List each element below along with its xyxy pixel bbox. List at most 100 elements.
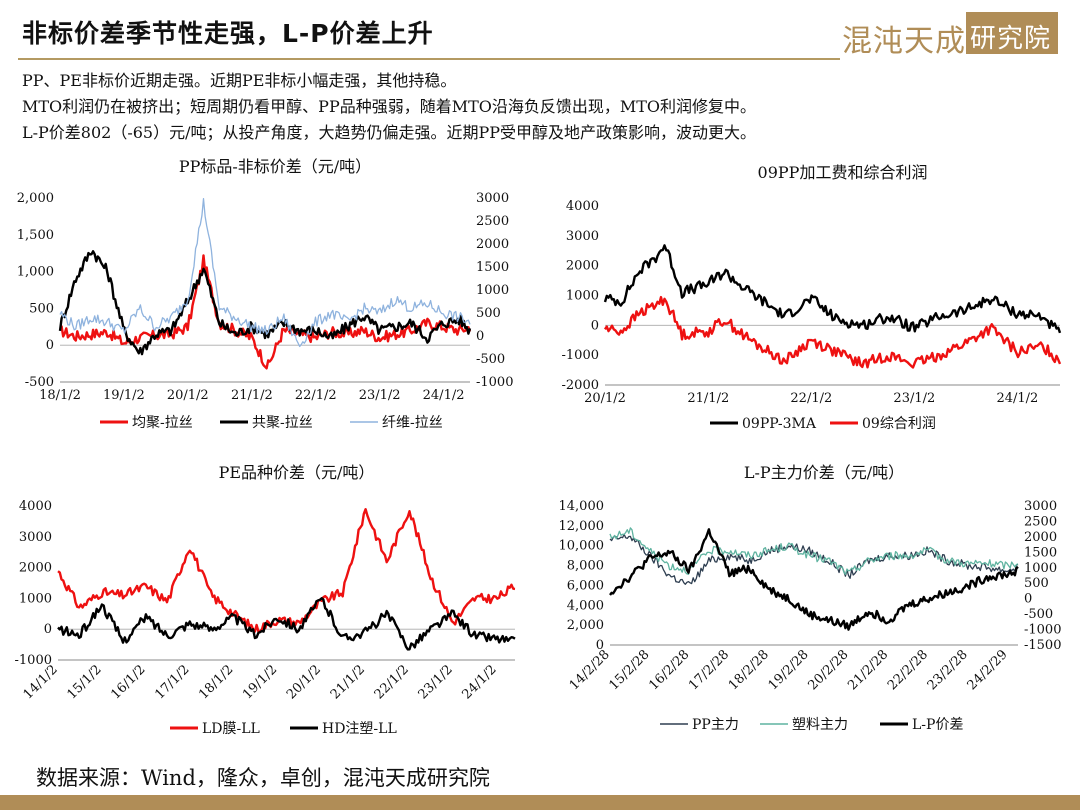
page-title: 非标价差季节性走强，L-P价差上升 [22,19,434,48]
x-tick-label: 23/1/2 [893,391,935,406]
chart-pp-nonstandard-spread: PP标品-非标价差（元/吨） 2,000 1,500 1,000 500 0 -500 300… [0,152,540,442]
logo-text: 混沌天成 [842,24,966,59]
y-tick-label: 0 [46,338,54,353]
x-tick-label: 20/1/2 [167,388,209,403]
y-tick-label: 3000 [19,530,52,545]
chart-svg: L-P主力价差（元/吨） 14,000 12,000 10,000 8,000 6,000… [559,463,1062,733]
y2-tick-label: 2000 [1024,530,1057,545]
x-tick-label: 15/2/28 [607,647,653,693]
y2-tick-label: -500 [1024,607,1053,622]
y2-tick-label: 1000 [1024,561,1057,576]
y2-tick-label: 3000 [476,191,509,206]
y-tick-label: 1,500 [17,228,54,243]
y-tick-label: 4,000 [567,598,604,613]
header-divider [18,58,840,60]
page-header: 非标价差季节性走强，L-P价差上升 混沌天成 研究院 [0,0,1080,66]
x-tick-label: 15/1/2 [64,662,104,702]
y-tick-label: -1000 [562,348,599,363]
legend-label: 09PP-3MA [742,416,817,432]
y2-tick-label: -500 [476,352,505,367]
chart-svg: PP标品-非标价差（元/吨） 2,000 1,500 1,000 500 0 -500 300… [17,157,514,431]
y2-tick-label: 500 [1024,576,1049,591]
x-tick-label: 14/1/2 [21,662,61,702]
y-tick-label: 2000 [566,259,599,274]
series-line [59,254,472,370]
summary-line: MTO利润仍在被挤出；短周期仍看甲醇、PP品种强弱，随着MTO沿海负反馈出现，M… [22,97,757,116]
y-tick-label: 2000 [19,561,52,576]
y2-tick-label: 500 [476,306,501,321]
x-tick-label: 16/2/28 [646,647,692,693]
y-tick-label: 4000 [566,199,599,214]
legend-label: PP主力 [692,717,739,733]
x-tick-label: 18/1/2 [196,662,236,702]
y2-tick-label: 2000 [476,237,509,252]
y-tick-label: 1000 [19,591,52,606]
series-line [609,527,1019,575]
y-tick-label: -2000 [562,378,599,393]
chart-svg: 09PP加工费和综合利润40003000200010000-1000-20002… [562,163,1062,432]
y2-tick-label: -1000 [1024,623,1061,638]
summary-text: PP、PE非标价近期走强。近期PE非标小幅走强，其他持稳。 MTO利润仍在被挤出… [22,68,1072,146]
logo-seal: 研究院 [966,12,1058,54]
x-tick-label: 14/2/28 [567,647,613,693]
x-tick-label: 22/1/2 [295,388,337,403]
chart-09pp-processing-profit: 09PP加工费和综合利润 4000 3000 2000 1000 0 -1000 -2000 2… [540,160,1080,445]
y2-tick-label: -1500 [1024,638,1061,653]
summary-line: PP、PE非标价近期走强。近期PE非标小幅走强，其他持稳。 [22,71,457,90]
x-tick-label: 19/2/28 [766,647,812,693]
x-tick-label: 22/1/2 [790,391,832,406]
y-tick-label: 2,000 [17,191,54,206]
x-tick-label: 19/1/2 [240,662,280,702]
summary-line: L-P价差802（-65）元/吨；从投产角度，大趋势仍偏走强。近期PP受甲醇及地… [22,123,757,142]
x-tick-label: 22/2/28 [885,647,931,693]
x-tick-label: 17/2/28 [686,647,732,693]
series-line [603,244,1062,334]
x-tick-label: 16/1/2 [108,662,148,702]
y-tick-label: 8,000 [567,559,604,574]
x-tick-label: 24/1/2 [459,662,499,702]
x-tick-label: 18/1/2 [39,388,81,403]
series-line [609,533,1019,585]
x-tick-label: 23/2/28 [925,647,971,693]
legend-label: HD注塑-LL [322,721,397,737]
chart-title: 09PP加工费和综合利润 [758,163,928,182]
chart-title: PP标品-非标价差（元/吨） [179,157,371,176]
legend-label: 09综合利润 [862,416,936,432]
x-tick-label: 22/1/2 [372,662,412,702]
legend-label: 纤维-拉丝 [382,415,443,431]
series-line [609,528,1019,631]
company-logo: 混沌天成 研究院 [842,12,1062,59]
x-tick-label: 21/1/2 [687,391,729,406]
y2-tick-label: 2500 [476,214,509,229]
series-line [59,198,471,348]
x-tick-label: 17/1/2 [152,662,192,702]
y2-tick-label: 1500 [1024,545,1057,560]
x-tick-label: 24/1/2 [423,388,465,403]
chart-pe-variety-spread: PE品种价差（元/吨） 4000 3000 2000 1000 0 -1000 14/1/2 1… [0,460,540,750]
x-tick-label: 21/1/2 [231,388,273,403]
y-tick-label: 6,000 [567,578,604,593]
y-tick-label: 0 [591,318,599,333]
legend-label: LD膜-LL [202,721,260,737]
x-tick-label: 23/1/2 [359,388,401,403]
chart-title: PE品种价差（元/吨） [219,463,375,482]
y-tick-label: 500 [29,301,54,316]
x-tick-label: 21/1/2 [328,662,368,702]
y-tick-label: 10,000 [559,539,605,554]
chart-title: L-P主力价差（元/吨） [744,463,904,482]
series-line [57,508,516,633]
y-tick-label: 0 [44,622,52,637]
y2-tick-label: 1500 [476,260,509,275]
y-tick-label: -1000 [15,653,52,668]
series-line [57,597,516,651]
x-tick-label: 24/1/2 [996,391,1038,406]
y-tick-label: 2,000 [567,618,604,633]
series-line [604,295,1062,369]
legend-label: 均聚-拉丝 [132,415,193,431]
y2-tick-label: 0 [476,329,484,344]
y-tick-label: 1,000 [17,265,54,280]
y2-tick-label: 1000 [476,283,509,298]
y2-tick-label: -1000 [476,375,513,390]
y2-tick-label: 0 [1024,592,1032,607]
